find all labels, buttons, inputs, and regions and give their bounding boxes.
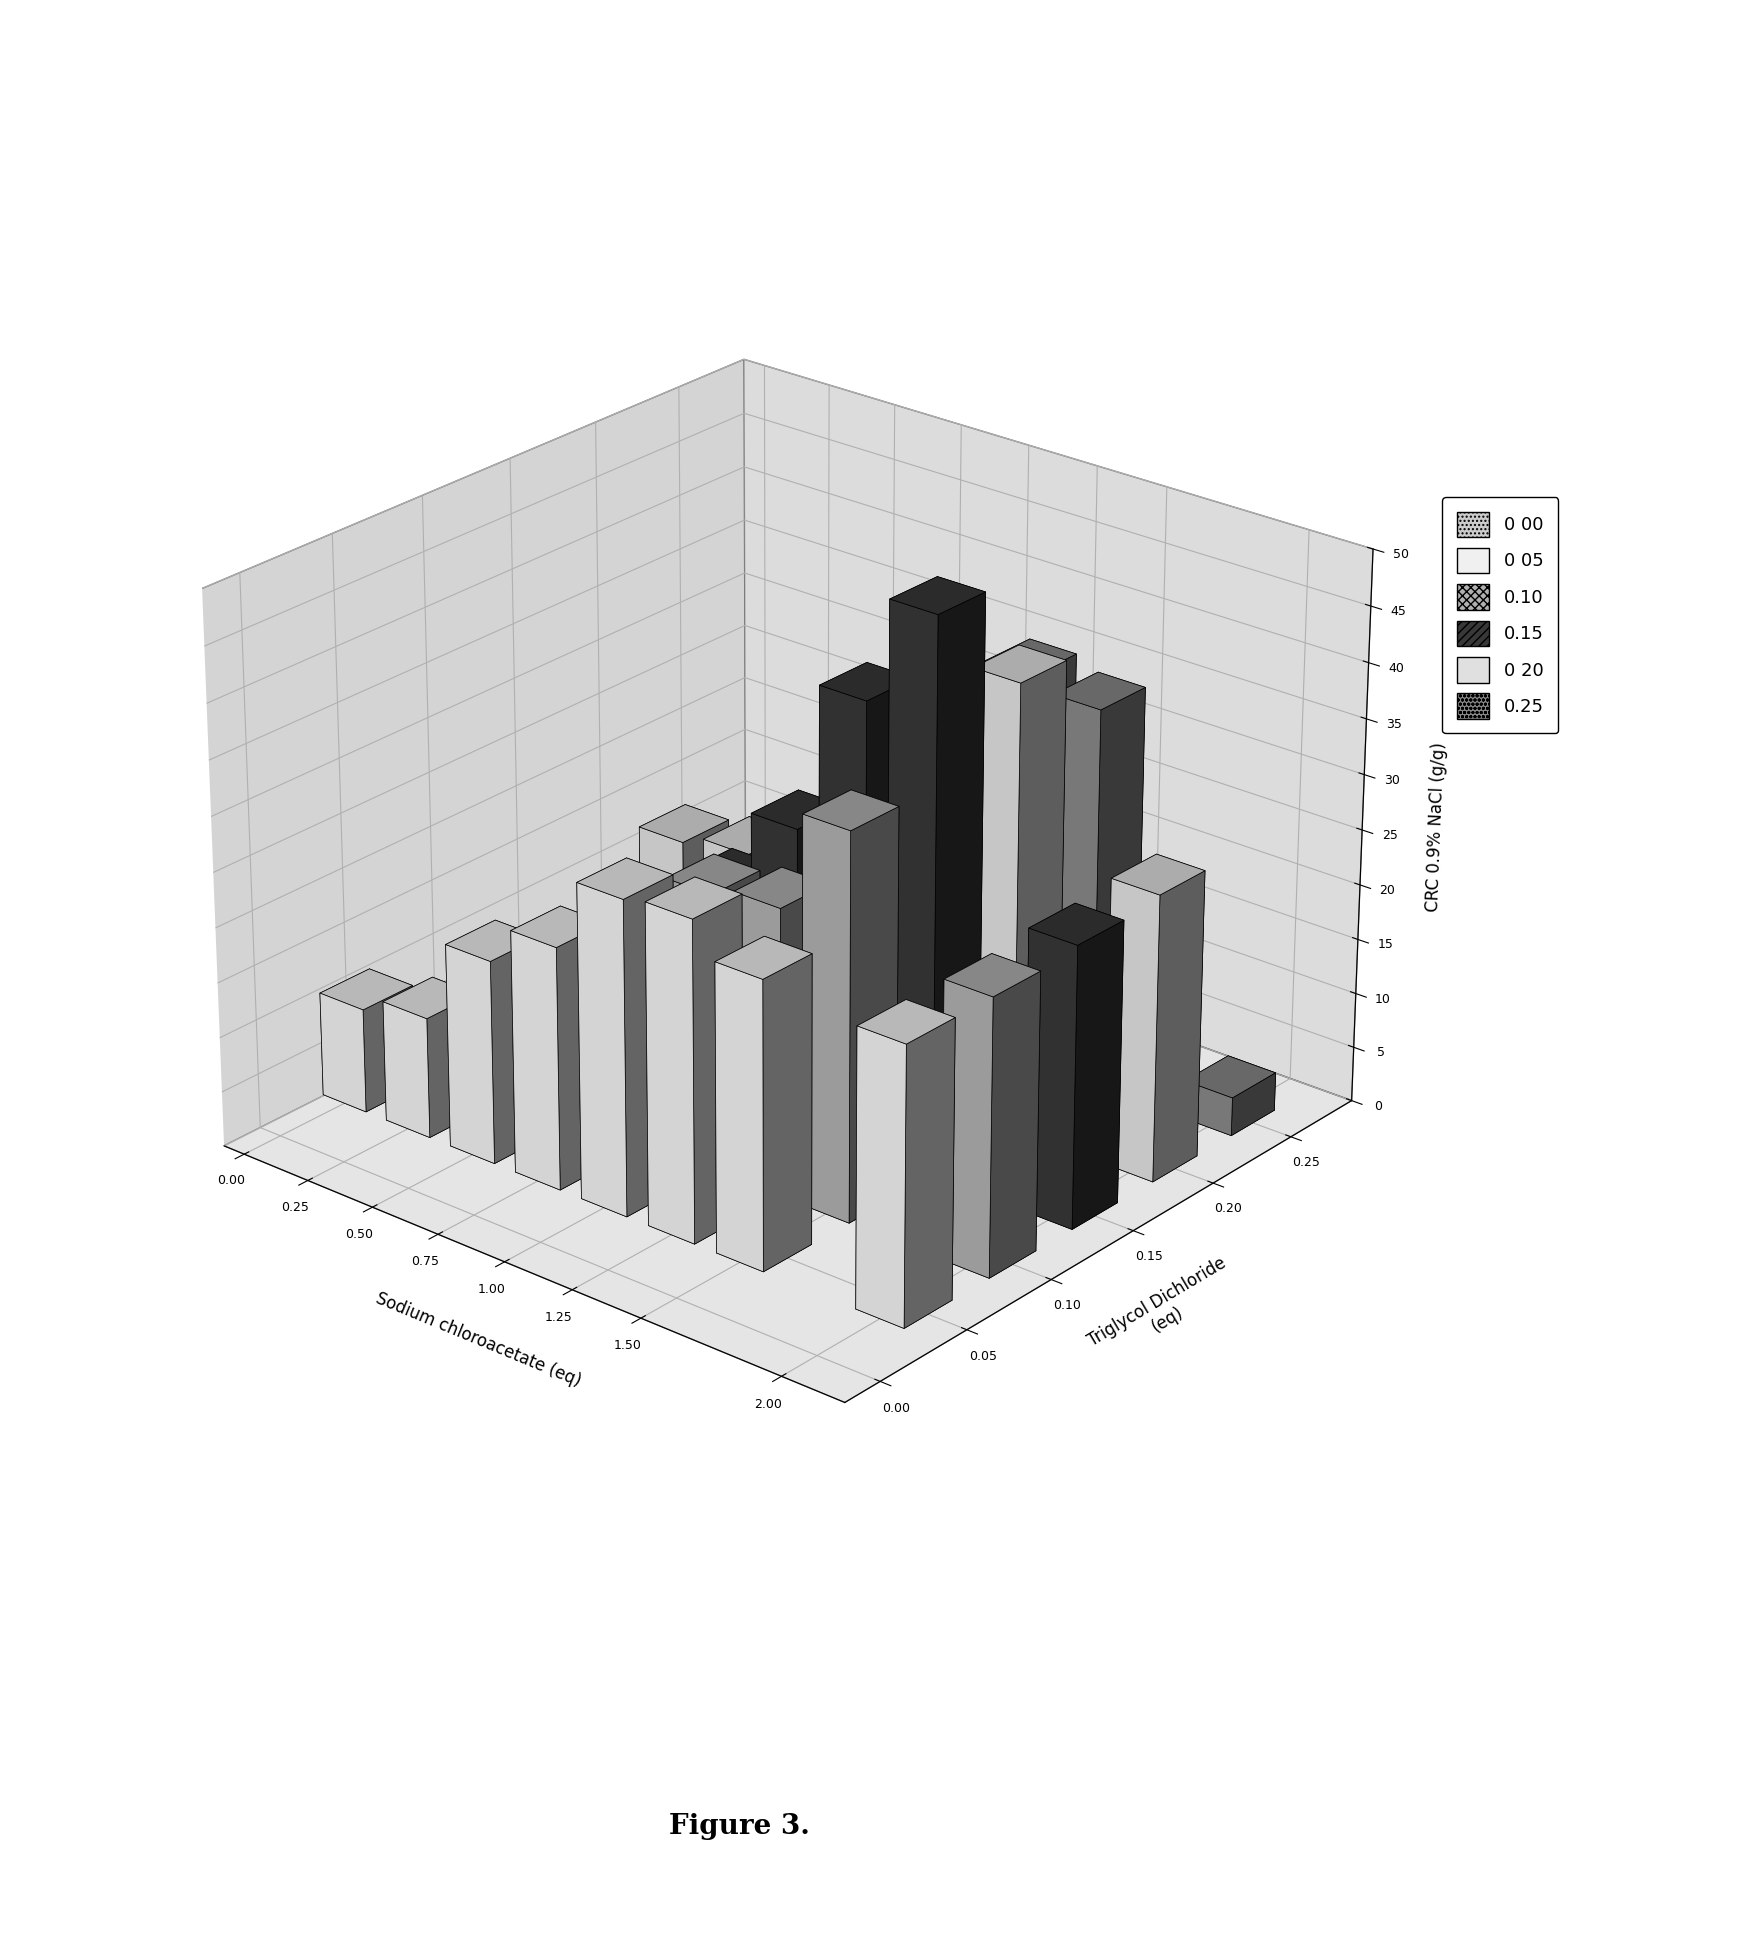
Y-axis label: Triglycol Dichloride
(eq): Triglycol Dichloride (eq) — [1084, 1254, 1239, 1368]
Text: Figure 3.: Figure 3. — [669, 1812, 810, 1840]
X-axis label: Sodium chloroacetate (eq): Sodium chloroacetate (eq) — [373, 1290, 584, 1391]
Legend: 0 00, 0 05, 0.10, 0.15, 0 20, 0.25: 0 00, 0 05, 0.10, 0.15, 0 20, 0.25 — [1443, 498, 1558, 734]
